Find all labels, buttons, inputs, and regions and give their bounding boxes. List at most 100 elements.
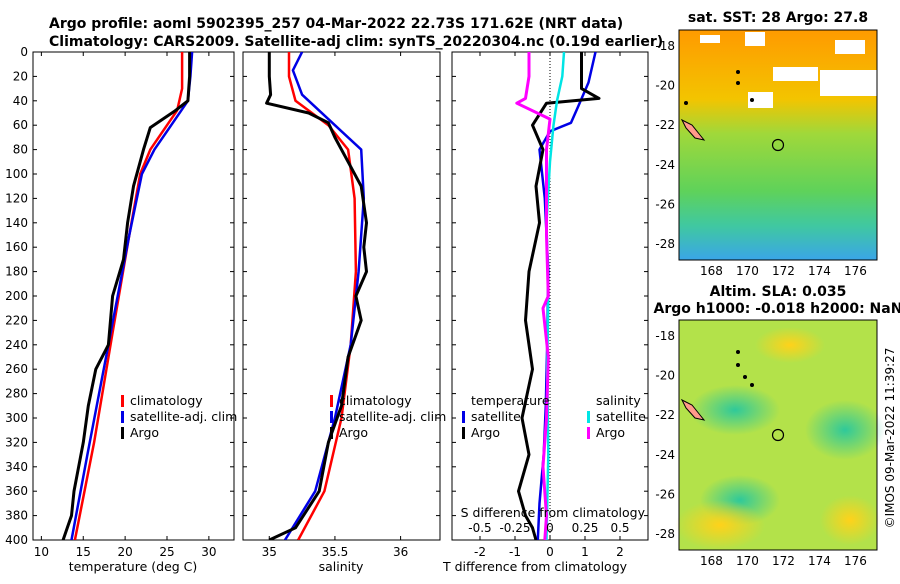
x-tick-label: 1 bbox=[581, 545, 589, 559]
y-tick-label: 400 bbox=[5, 533, 28, 547]
sst-land-mask bbox=[820, 70, 877, 96]
imos-stamp: ©IMOS 09-Mar-2022 11:39:27 bbox=[883, 348, 897, 529]
y-tick-label: 140 bbox=[5, 216, 28, 230]
sst-map-title: sat. SST: 28 Argo: 27.8 bbox=[688, 10, 868, 26]
y-tick-label: 20 bbox=[13, 69, 28, 83]
map-x-tick-label: 176 bbox=[844, 554, 867, 568]
map-y-tick-label: -18 bbox=[655, 329, 675, 343]
y-tick-label: 240 bbox=[5, 338, 28, 352]
s-tick-label: 0.25 bbox=[572, 521, 599, 535]
y-tick-label: 160 bbox=[5, 240, 28, 254]
y-tick-label: 300 bbox=[5, 411, 28, 425]
legend-sal-argo: Argo bbox=[596, 425, 625, 440]
axis-ticks-group: 10 15 20 25 30020406080100120140160180200220… bbox=[5, 39, 867, 568]
difference-series-group bbox=[515, 52, 601, 540]
s-tick-label: -0.5 bbox=[468, 521, 491, 535]
y-tick-label: 40 bbox=[13, 94, 28, 108]
map-x-tick-label: 168 bbox=[700, 554, 723, 568]
x-tick-label: 10 bbox=[34, 545, 49, 559]
island-marker bbox=[684, 101, 688, 105]
temperature-legend: climatology satellite-adj. clim Argo bbox=[121, 393, 237, 440]
x-tick-label: 15 bbox=[76, 545, 91, 559]
x-tick-label: 30 bbox=[201, 545, 216, 559]
map-y-tick-label: -26 bbox=[655, 197, 675, 211]
island-marker bbox=[736, 350, 740, 354]
salinity-series-group bbox=[265, 52, 368, 540]
sla-map-title: Altim. SLA: 0.035 bbox=[710, 284, 847, 300]
x-tick-label: 2 bbox=[616, 545, 624, 559]
temperature-xlabel: temperature (deg C) bbox=[69, 559, 198, 574]
map-y-tick-label: -28 bbox=[655, 527, 675, 541]
x-tick-label: 35.5 bbox=[322, 545, 349, 559]
sla-high-anomaly bbox=[755, 327, 825, 363]
sla-high-anomaly bbox=[820, 495, 880, 545]
map-x-tick-label: 174 bbox=[808, 264, 831, 278]
map-y-tick-label: -22 bbox=[655, 408, 675, 422]
y-tick-label: 260 bbox=[5, 362, 28, 376]
x-tick-label: 36 bbox=[393, 545, 408, 559]
map-y-tick-label: -20 bbox=[655, 79, 675, 93]
y-tick-label: 180 bbox=[5, 265, 28, 279]
y-tick-label: 360 bbox=[5, 484, 28, 498]
island-marker bbox=[736, 81, 740, 85]
series-temperature-argo bbox=[517, 52, 601, 540]
legend-swatch-climatology bbox=[330, 395, 333, 407]
map-x-tick-label: 172 bbox=[772, 264, 795, 278]
y-tick-label: 0 bbox=[20, 45, 28, 59]
sla-map-subtitle: Argo h1000: -0.018 h2000: NaN bbox=[654, 301, 900, 317]
series-salinity-argo bbox=[515, 52, 552, 540]
difference-legend: temperature satellite Argo salinity sate… bbox=[462, 393, 646, 440]
sst-map bbox=[678, 29, 878, 261]
sst-map-frame bbox=[678, 29, 878, 261]
island-marker bbox=[750, 383, 754, 387]
new-caledonia-land bbox=[680, 118, 706, 141]
x-tick-label: -2 bbox=[474, 545, 486, 559]
legend-argo: Argo bbox=[130, 425, 159, 440]
map-y-tick-label: -28 bbox=[655, 237, 675, 251]
s-tick-label: -0.25 bbox=[499, 521, 530, 535]
x-tick-label: 0 bbox=[546, 545, 554, 559]
map-y-tick-label: -22 bbox=[655, 118, 675, 132]
sla-map-frame bbox=[678, 319, 878, 551]
x-tick-label: -1 bbox=[509, 545, 521, 559]
y-tick-label: 280 bbox=[5, 387, 28, 401]
legend-swatch-argo bbox=[330, 427, 333, 439]
difference-xlabel: T difference from climatology bbox=[442, 559, 628, 574]
series-temperature-satellite bbox=[536, 52, 597, 540]
series-climatology bbox=[73, 52, 184, 540]
y-tick-label: 120 bbox=[5, 191, 28, 205]
series-argo bbox=[265, 52, 368, 540]
sla-low-anomaly bbox=[690, 385, 780, 435]
y-tick-label: 80 bbox=[13, 143, 28, 157]
map-x-tick-label: 168 bbox=[700, 264, 723, 278]
sst-land-mask bbox=[745, 32, 765, 46]
map-y-tick-label: -24 bbox=[655, 158, 675, 172]
y-tick-label: 320 bbox=[5, 435, 28, 449]
map-x-tick-label: 170 bbox=[736, 554, 759, 568]
sla-high-anomaly bbox=[675, 500, 765, 550]
legend-swatch-sal-argo bbox=[587, 427, 590, 439]
legend-swatch-satellite bbox=[330, 411, 333, 423]
sst-land-mask bbox=[700, 35, 720, 43]
legend-swatch-argo bbox=[121, 427, 124, 439]
sla-low-anomaly bbox=[805, 400, 885, 460]
new-caledonia-land bbox=[680, 398, 706, 421]
legend-argo: Argo bbox=[339, 425, 368, 440]
map-y-tick-label: -24 bbox=[655, 448, 675, 462]
title-line-1: Argo profile: aoml 5902395_257 04-Mar-20… bbox=[49, 16, 623, 32]
argo-position-marker bbox=[771, 138, 785, 152]
map-y-tick-label: -18 bbox=[655, 39, 675, 53]
island-marker bbox=[736, 363, 740, 367]
island-marker bbox=[743, 375, 747, 379]
island-marker bbox=[750, 98, 754, 102]
temperature-series-group bbox=[61, 52, 194, 540]
legend-satellite: satellite-adj. clim bbox=[130, 409, 237, 424]
legend-satellite: satellite-adj. clim bbox=[339, 409, 446, 424]
y-tick-label: 100 bbox=[5, 167, 28, 181]
sst-field bbox=[679, 30, 877, 260]
s-tick-label: 0.5 bbox=[610, 521, 629, 535]
argo-position-marker bbox=[771, 428, 785, 442]
map-x-tick-label: 176 bbox=[844, 264, 867, 278]
map-x-tick-label: 170 bbox=[736, 264, 759, 278]
